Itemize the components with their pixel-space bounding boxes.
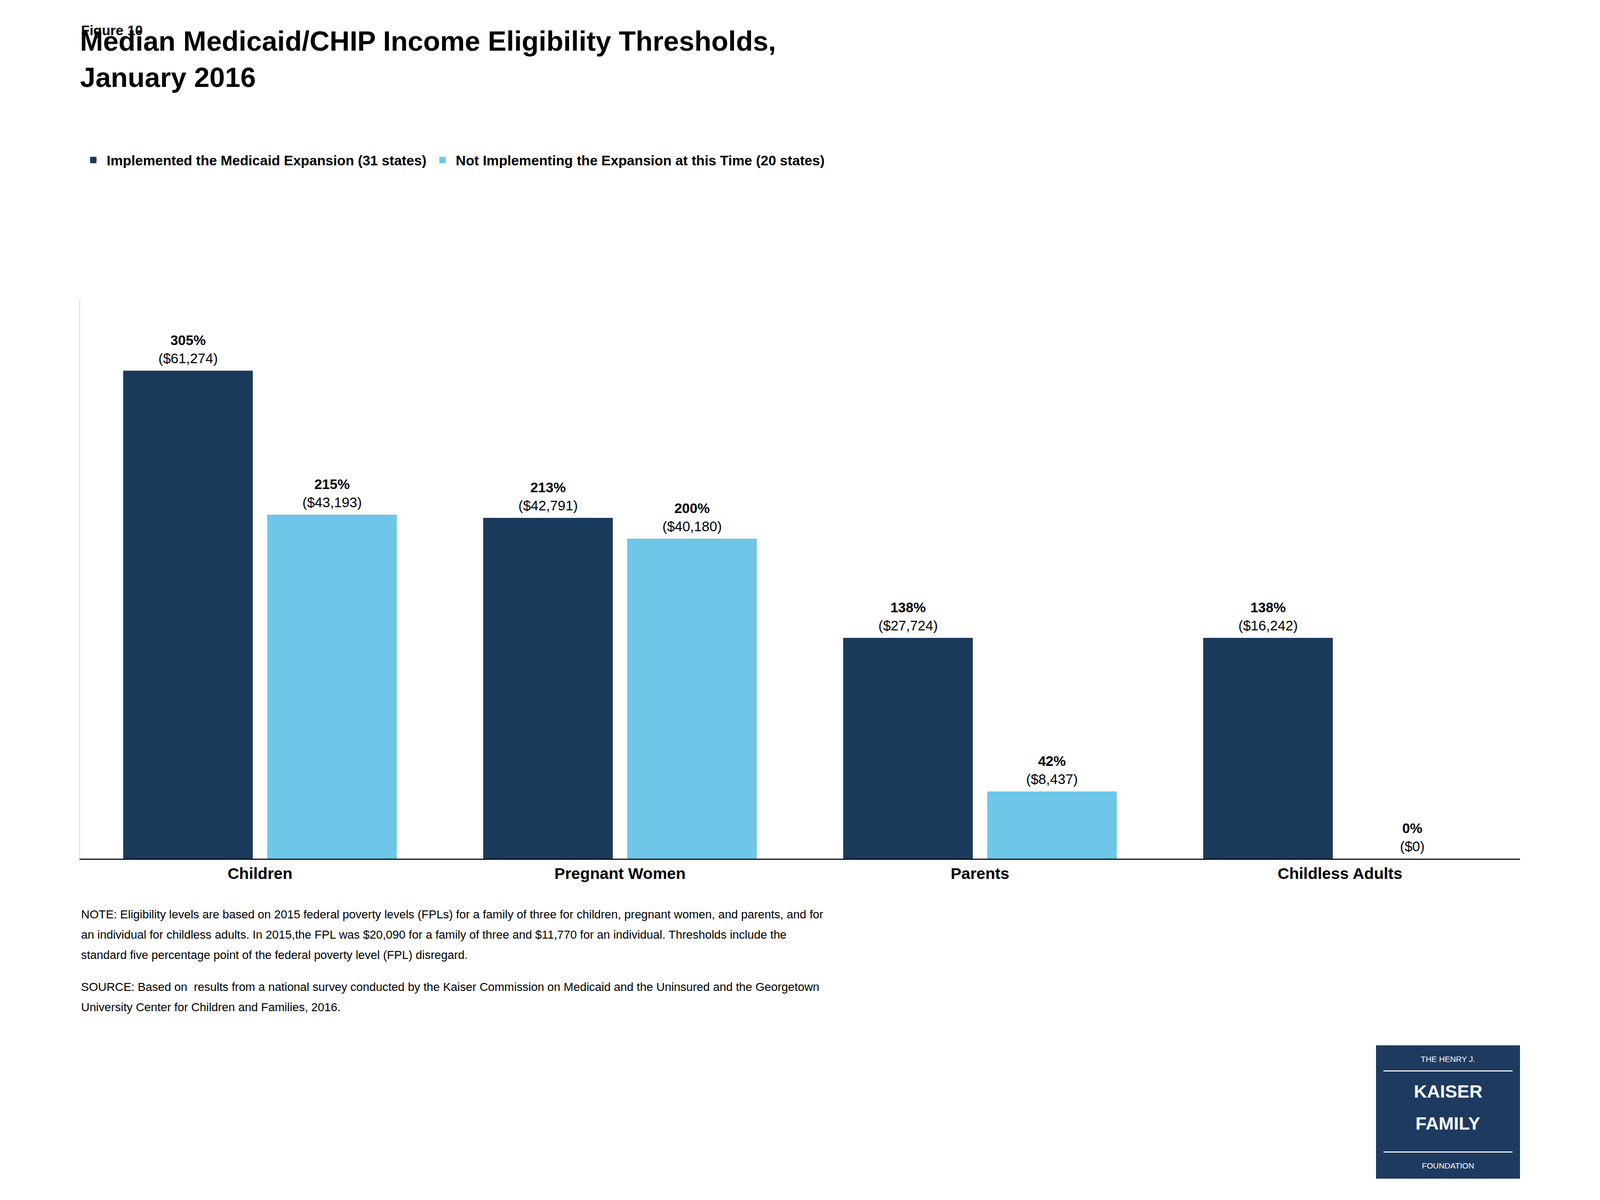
svg-text:FOUNDATION: FOUNDATION [1421,1161,1475,1171]
svg-text:an individual for childless ad: an individual for childless adults. In 2… [81,928,787,942]
svg-text:215%($43,193): 215%($43,193) [302,476,362,511]
svg-text:Children: Children [227,864,293,883]
svg-text:KAISER: KAISER [1413,1081,1483,1102]
svg-text:FAMILY: FAMILY [1415,1113,1481,1134]
svg-text:138%($27,724): 138%($27,724) [878,599,938,634]
svg-text:Median Medicaid/CHIP Income El: Median Medicaid/CHIP Income Eligibility … [80,25,776,93]
svg-text:Parents: Parents [950,864,1010,883]
svg-text:NOTE: Eligibility levels are b: NOTE: Eligibility levels are based on 20… [81,907,824,922]
svg-text:138%($16,242): 138%($16,242) [1238,599,1298,634]
svg-text:University Center for Children: University Center for Children and Famil… [81,1000,341,1014]
svg-text:42%($8,437): 42%($8,437) [1026,753,1078,788]
svg-text:213%($42,791): 213%($42,791) [518,479,578,514]
svg-text:THE HENRY J.: THE HENRY J. [1420,1054,1476,1064]
svg-text:SOURCE: Based on results from: SOURCE: Based on results from a national… [81,980,820,994]
svg-text:0%($0): 0%($0) [1400,820,1425,855]
svg-text:Not Implementing the Expansion: Not Implementing the Expansion at this T… [456,152,826,169]
svg-text:Childless Adults: Childless Adults [1277,864,1403,883]
svg-text:305%($61,274): 305%($61,274) [158,332,218,367]
svg-text:200%($40,180): 200%($40,180) [662,500,722,535]
svg-text:Figure 10: Figure 10 [81,22,143,39]
svg-text:Pregnant Women: Pregnant Women [554,864,686,883]
svg-text:standard five percentage point: standard five percentage point of the fe… [81,948,468,962]
svg-text:Implemented the Medicaid Expan: Implemented the Medicaid Expansion (31 s… [106,152,427,169]
